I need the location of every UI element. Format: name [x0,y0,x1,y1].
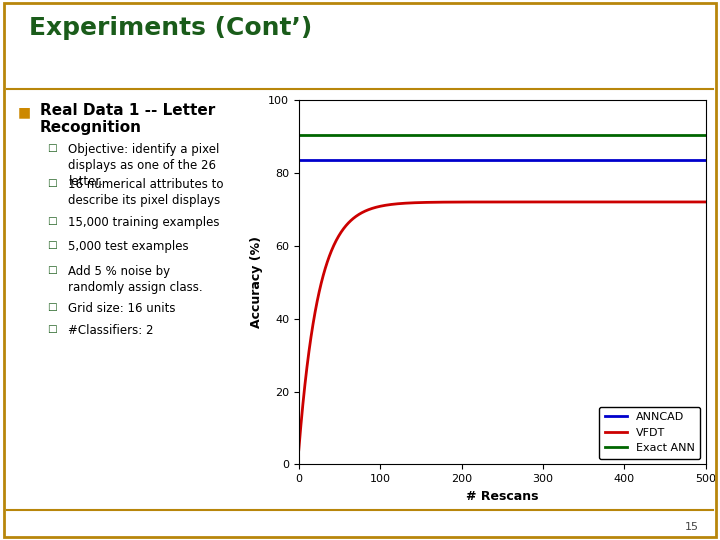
Text: □: □ [47,178,57,188]
Text: ■: ■ [18,105,31,119]
Text: □: □ [47,143,57,153]
X-axis label: # Rescans: # Rescans [466,490,539,503]
Legend: ANNCAD, VFDT, Exact ANN: ANNCAD, VFDT, Exact ANN [599,407,700,459]
Text: □: □ [47,216,57,226]
Text: 15: 15 [685,522,698,532]
Text: □: □ [47,240,57,251]
Text: 16 numerical attributes to
describe its pixel displays: 16 numerical attributes to describe its … [68,178,224,207]
Text: 15,000 training examples: 15,000 training examples [68,216,220,229]
Y-axis label: Accuracy (%): Accuracy (%) [250,236,263,328]
Text: □: □ [47,302,57,313]
Text: Real Data 1 -- Letter
Recognition: Real Data 1 -- Letter Recognition [40,103,215,135]
Text: #Classifiers: 2: #Classifiers: 2 [68,324,154,337]
Text: Objective: identify a pixel
displays as one of the 26
letter.: Objective: identify a pixel displays as … [68,143,220,188]
Text: Experiments (Cont’): Experiments (Cont’) [29,16,312,40]
Text: Grid size: 16 units: Grid size: 16 units [68,302,176,315]
Text: □: □ [47,265,57,275]
Text: Add 5 % noise by
randomly assign class.: Add 5 % noise by randomly assign class. [68,265,203,294]
Text: 5,000 test examples: 5,000 test examples [68,240,189,253]
Text: □: □ [47,324,57,334]
